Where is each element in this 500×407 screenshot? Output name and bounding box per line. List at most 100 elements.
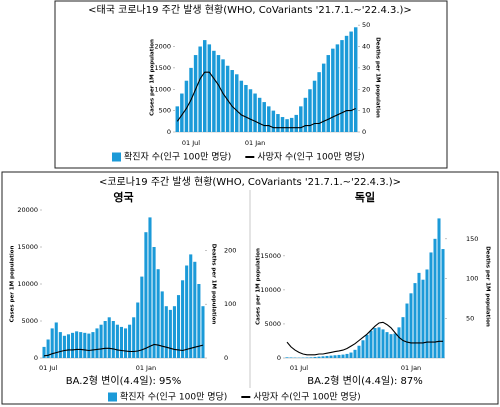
x-tick-label: 01 Jan bbox=[136, 364, 156, 372]
case-bar bbox=[303, 97, 308, 132]
y-tick-label: 15000 bbox=[17, 243, 38, 251]
case-bar bbox=[216, 55, 221, 132]
case-bar bbox=[294, 114, 298, 132]
y-tick-label: 20000 bbox=[17, 206, 38, 214]
case-bar bbox=[230, 70, 234, 132]
case-bar bbox=[99, 324, 103, 358]
case-bar bbox=[361, 340, 365, 358]
case-bar bbox=[62, 335, 66, 358]
case-bar bbox=[317, 356, 321, 358]
bottom-frame bbox=[1, 171, 499, 405]
case-bar bbox=[212, 50, 216, 132]
x-tick-label: 01 Jan bbox=[245, 139, 265, 147]
case-bar bbox=[128, 324, 132, 358]
case-bar bbox=[312, 80, 317, 132]
case-bar bbox=[325, 355, 329, 358]
case-bar bbox=[267, 106, 271, 132]
case-bar bbox=[79, 332, 83, 358]
y2-tick-label: 10 bbox=[362, 107, 370, 115]
case-bar bbox=[168, 309, 172, 358]
case-bar bbox=[50, 328, 54, 358]
case-bar bbox=[341, 354, 345, 358]
case-bar bbox=[262, 102, 266, 132]
death-line bbox=[286, 321, 443, 356]
case-bar bbox=[148, 217, 152, 358]
case-bar bbox=[58, 332, 62, 358]
y2-tick-label: 20 bbox=[362, 85, 370, 93]
case-bar bbox=[239, 80, 244, 132]
case-bar bbox=[176, 295, 181, 358]
legend-label: 사망자 수(인구 100만 명당) bbox=[257, 152, 364, 163]
case-bar bbox=[349, 31, 353, 132]
case-bar bbox=[156, 269, 160, 358]
y-tick-label: 1000 bbox=[154, 85, 171, 93]
case-bar bbox=[185, 265, 189, 358]
y-tick-label: 1500 bbox=[154, 64, 171, 72]
y2-axis-label: Deaths per 1M population bbox=[485, 246, 491, 327]
case-bar bbox=[160, 291, 164, 358]
legend-swatch bbox=[108, 392, 117, 402]
top-frame bbox=[54, 0, 448, 169]
case-bar bbox=[329, 355, 333, 358]
case-bar bbox=[115, 324, 119, 358]
case-bar bbox=[321, 356, 325, 358]
case-bar bbox=[417, 272, 421, 358]
case-bar bbox=[377, 327, 381, 358]
variant-note: BA.2형 변이(4.4일): 87% bbox=[307, 375, 423, 387]
case-bar bbox=[276, 114, 280, 132]
x-tick-label: 01 Jul bbox=[290, 364, 308, 372]
y-tick-label: 10000 bbox=[17, 280, 38, 288]
legend-label: 사망자 수(인구 100만 명당) bbox=[253, 392, 360, 403]
case-bar bbox=[111, 321, 115, 358]
case-bar bbox=[381, 329, 385, 358]
case-bar bbox=[180, 93, 184, 132]
case-bar bbox=[280, 117, 285, 132]
y-tick-label: 5000 bbox=[264, 320, 281, 328]
case-bar bbox=[337, 354, 341, 358]
y2-tick-label: 100 bbox=[466, 275, 478, 283]
case-bar bbox=[425, 269, 429, 358]
case-bar bbox=[309, 357, 313, 358]
case-bar bbox=[385, 332, 389, 358]
y-tick-label: 15000 bbox=[260, 252, 281, 260]
case-bar bbox=[441, 249, 445, 358]
case-bar bbox=[193, 261, 197, 358]
case-bar bbox=[345, 353, 349, 358]
case-bar bbox=[271, 110, 276, 132]
case-bar bbox=[335, 44, 340, 133]
case-bar bbox=[119, 326, 124, 358]
death-line bbox=[176, 71, 356, 129]
case-bar bbox=[393, 333, 397, 358]
case-bar bbox=[285, 357, 289, 358]
case-bar bbox=[397, 327, 401, 358]
case-bar bbox=[207, 44, 212, 133]
case-bar bbox=[172, 306, 176, 358]
case-bar bbox=[333, 355, 337, 358]
y-axis-label: Cases per 1M population bbox=[256, 248, 262, 325]
case-bar bbox=[317, 72, 321, 132]
case-bar bbox=[349, 352, 353, 358]
y-tick-label: 0 bbox=[277, 354, 281, 362]
case-bar bbox=[421, 279, 425, 358]
case-bar bbox=[152, 247, 156, 358]
case-bar bbox=[321, 63, 326, 132]
case-bar bbox=[308, 89, 312, 132]
case-bar bbox=[136, 302, 140, 358]
case-bar bbox=[409, 293, 413, 358]
case-bar bbox=[54, 322, 58, 358]
case-bar bbox=[405, 303, 409, 358]
case-bar bbox=[107, 317, 111, 358]
y-tick-label: 10000 bbox=[260, 286, 281, 294]
case-bar bbox=[437, 218, 441, 358]
case-bar bbox=[103, 321, 107, 358]
case-bar bbox=[413, 283, 417, 358]
y2-axis-label: Deaths per 1M population bbox=[211, 244, 217, 325]
y-tick-label: 0 bbox=[34, 354, 38, 362]
case-bar bbox=[198, 46, 202, 132]
x-tick-label: 01 Jul bbox=[39, 364, 57, 372]
case-bar bbox=[429, 252, 433, 358]
case-bar bbox=[221, 59, 225, 133]
legend-label: 확진자 수(인구 100만 명당) bbox=[120, 391, 227, 403]
y-tick-label: 2000 bbox=[154, 43, 171, 51]
